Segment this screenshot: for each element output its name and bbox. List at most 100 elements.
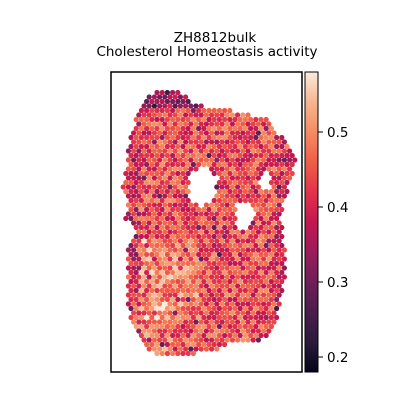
spot xyxy=(190,143,196,150)
spot xyxy=(209,328,215,334)
spot xyxy=(164,251,170,258)
spot xyxy=(281,166,287,172)
spot xyxy=(268,188,274,195)
spot xyxy=(255,337,261,343)
spot xyxy=(157,130,163,136)
spot xyxy=(190,224,196,231)
spot xyxy=(203,274,209,280)
spot xyxy=(201,278,207,285)
spot xyxy=(229,229,235,235)
spot xyxy=(287,157,293,163)
spot xyxy=(149,134,155,141)
spot xyxy=(258,125,264,132)
spot xyxy=(138,269,144,276)
spot xyxy=(203,301,209,307)
spot xyxy=(222,188,228,195)
spot xyxy=(128,314,134,321)
spot xyxy=(268,125,274,132)
spot xyxy=(138,260,144,267)
spot xyxy=(157,256,163,262)
spot xyxy=(190,260,196,267)
spot xyxy=(128,269,134,276)
spot xyxy=(211,269,217,276)
spot xyxy=(198,328,204,334)
spot xyxy=(151,238,157,244)
spot xyxy=(261,220,267,226)
spot xyxy=(235,184,241,190)
spot xyxy=(128,179,134,186)
spot xyxy=(274,152,280,159)
spot xyxy=(211,314,217,321)
spot xyxy=(216,314,222,321)
spot xyxy=(258,233,264,240)
spot xyxy=(175,233,181,240)
spot xyxy=(167,265,173,271)
spot xyxy=(224,283,230,289)
spot xyxy=(258,152,264,159)
colorbar xyxy=(304,71,319,373)
spot xyxy=(206,116,212,123)
spot xyxy=(216,161,222,168)
spot xyxy=(209,166,215,172)
spot xyxy=(185,170,191,177)
spot xyxy=(224,139,230,145)
spot xyxy=(242,125,248,132)
spot xyxy=(276,184,282,190)
spot xyxy=(190,269,196,276)
spot xyxy=(131,292,137,298)
spot xyxy=(268,314,274,321)
spot xyxy=(141,166,147,172)
spot xyxy=(224,220,230,226)
spot xyxy=(258,170,264,177)
spot xyxy=(206,323,212,330)
colorbar-tick-label: 0.4 xyxy=(327,200,348,216)
spot xyxy=(255,202,261,208)
spot xyxy=(258,215,264,222)
spot xyxy=(149,161,155,168)
spot xyxy=(164,116,170,123)
spot xyxy=(144,188,150,195)
spot xyxy=(261,292,267,298)
spot xyxy=(188,337,194,343)
spot xyxy=(144,296,150,303)
spot xyxy=(274,287,280,294)
spot xyxy=(274,242,280,249)
spot xyxy=(144,242,150,249)
spot xyxy=(235,238,241,244)
spot xyxy=(222,107,228,114)
spot xyxy=(237,242,243,249)
spot xyxy=(131,265,137,271)
spot xyxy=(206,341,212,348)
spot xyxy=(159,278,165,285)
spot xyxy=(255,166,261,172)
spot xyxy=(201,152,207,159)
spot xyxy=(175,332,181,339)
spot xyxy=(144,98,150,105)
spot xyxy=(237,296,243,303)
spot xyxy=(151,292,157,298)
spot xyxy=(196,161,202,168)
spot xyxy=(198,265,204,271)
spot xyxy=(141,310,147,316)
spot xyxy=(180,260,186,267)
spot xyxy=(188,256,194,262)
spot xyxy=(227,269,233,276)
spot xyxy=(214,292,220,298)
spot xyxy=(185,224,191,231)
spot xyxy=(271,220,277,226)
spot xyxy=(268,260,274,267)
spot xyxy=(167,319,173,325)
spot xyxy=(141,283,147,289)
spot xyxy=(193,148,199,154)
spot xyxy=(271,202,277,208)
spot xyxy=(172,256,178,262)
spot xyxy=(146,130,152,136)
spot xyxy=(253,215,259,222)
spot xyxy=(177,256,183,262)
spot xyxy=(151,247,157,253)
spot xyxy=(193,283,199,289)
spot xyxy=(180,269,186,276)
spot xyxy=(175,323,181,330)
spot xyxy=(190,332,196,339)
spot xyxy=(235,148,241,154)
